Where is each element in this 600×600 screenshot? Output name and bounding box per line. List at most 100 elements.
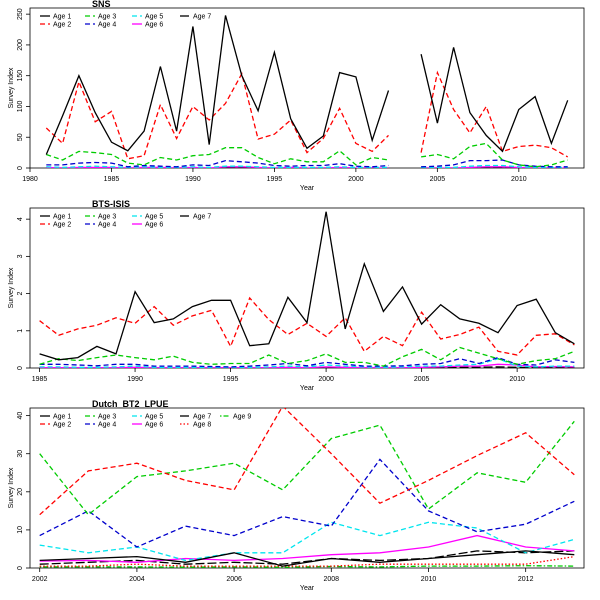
x-axis-label: Year	[300, 385, 315, 392]
y-axis-label: Survey Index	[8, 467, 15, 508]
series-line-age-5	[421, 164, 568, 168]
legend-label: Age 7	[193, 214, 211, 221]
legend-label: Age 1	[53, 14, 71, 21]
y-tick-label: 40	[17, 412, 24, 420]
chart-panel-2: BTS-ISIS 1985 1990 1995 2000 2005 2010 0 1 2 3 4 Yea…	[8, 199, 585, 392]
x-tick-label: 2006	[226, 576, 242, 583]
series-line-age-9	[39, 565, 575, 568]
y-tick-label: 150	[17, 70, 24, 82]
y-tick-label: 1	[17, 329, 24, 333]
x-tick-label: 2008	[324, 576, 340, 583]
legend-label: Age 2	[53, 422, 71, 429]
x-tick-label: 1985	[104, 176, 120, 183]
series-line-age-4	[46, 159, 389, 168]
legend-label: Age 5	[145, 414, 163, 421]
series-line-age-2	[39, 408, 575, 516]
legend-label: Age 4	[98, 22, 116, 29]
legend-label: Age 6	[145, 222, 163, 229]
x-tick-label: 2000	[348, 176, 364, 183]
legend-label: Age 1	[53, 414, 71, 421]
y-tick-label: 0	[17, 166, 24, 170]
legend-label: Age 7	[193, 414, 211, 421]
legend-label: Age 4	[98, 222, 116, 229]
x-tick-label: 2010	[511, 176, 527, 183]
y-tick-label: 250	[17, 8, 24, 20]
series-line-age-6	[39, 363, 575, 368]
series-line-age-2	[39, 296, 575, 356]
y-tick-label: 20	[17, 488, 24, 496]
chart-panel-3: Dutch_BT2_LPUE 2002 2004 2006 2008 2010 2012 0 1…	[8, 399, 585, 592]
legend-label: Age 5	[145, 14, 163, 21]
y-tick-label: 100	[17, 101, 24, 113]
series-line-age-4	[39, 356, 575, 368]
y-tick-label: 3	[17, 254, 24, 258]
x-tick-label: 2005	[430, 176, 446, 183]
y-tick-label: 50	[17, 133, 24, 141]
y-tick-label: 10	[17, 526, 24, 534]
legend-label: Age 6	[145, 22, 163, 29]
x-tick-label: 2004	[129, 576, 145, 583]
legend-label: Age 9	[233, 414, 251, 421]
series-line-age-8	[39, 555, 575, 567]
series-line-age-6	[421, 166, 568, 168]
legend-label: Age 1	[53, 214, 71, 221]
chart-panel-1: SNS 1980 1985 1990 1995 2000 2005 2010 0 50 100 150…	[8, 0, 585, 192]
plot-frame	[29, 7, 585, 169]
series-line-age-2	[45, 72, 389, 160]
x-axis-label: Year	[300, 185, 315, 192]
x-tick-label: 2010	[509, 376, 525, 383]
series-line-age-5	[39, 358, 575, 368]
series-line-age-3	[39, 420, 575, 516]
chart-title: SNS	[92, 0, 111, 9]
series-line-age-3	[39, 346, 575, 367]
x-tick-label: 2000	[318, 376, 334, 383]
series-line-age-3	[421, 142, 568, 168]
x-tick-label: 1990	[185, 176, 201, 183]
legend-label: Age 3	[98, 14, 116, 21]
legend-label: Age 6	[145, 422, 163, 429]
legend-label: Age 7	[193, 14, 211, 21]
series-line-age-5	[39, 521, 575, 562]
series-line-age-5	[46, 165, 389, 168]
series-line-age-1	[39, 211, 575, 361]
x-tick-label: 1980	[22, 176, 38, 183]
x-tick-label: 2005	[414, 376, 430, 383]
y-tick-label: 2	[17, 292, 24, 296]
y-tick-label: 200	[17, 39, 24, 51]
x-tick-label: 2002	[32, 576, 48, 583]
series-line-age-1	[420, 47, 569, 153]
series-line-age-1	[39, 550, 575, 567]
series-line-age-7	[39, 550, 575, 565]
legend-label: Age 8	[193, 422, 211, 429]
plot-frame	[29, 207, 585, 369]
x-tick-label: 1995	[223, 376, 239, 383]
series-line-age-4	[39, 458, 575, 548]
x-tick-label: 2012	[518, 576, 534, 583]
legend-label: Age 3	[98, 414, 116, 421]
y-tick-label: 30	[17, 450, 24, 458]
x-tick-label: 2010	[421, 576, 437, 583]
legend-label: Age 2	[53, 222, 71, 229]
series-line-age-4	[421, 159, 568, 168]
y-tick-label: 0	[17, 366, 24, 370]
legend-label: Age 2	[53, 22, 71, 29]
legend-label: Age 4	[98, 422, 116, 429]
legend-label: Age 5	[145, 214, 163, 221]
y-tick-label: 0	[17, 566, 24, 570]
x-axis-label: Year	[300, 585, 315, 592]
plot-frame	[29, 407, 585, 569]
series-line-age-3	[46, 147, 389, 166]
x-tick-label: 1995	[267, 176, 283, 183]
x-tick-label: 1990	[127, 376, 143, 383]
legend-label: Age 3	[98, 214, 116, 221]
y-axis-label: Survey Index	[8, 67, 15, 108]
chart-title: Dutch_BT2_LPUE	[92, 399, 169, 409]
x-tick-label: 1985	[32, 376, 48, 383]
series-line-age-1	[45, 15, 390, 155]
series-line-age-6	[39, 534, 575, 563]
chart-title: BTS-ISIS	[92, 199, 130, 209]
